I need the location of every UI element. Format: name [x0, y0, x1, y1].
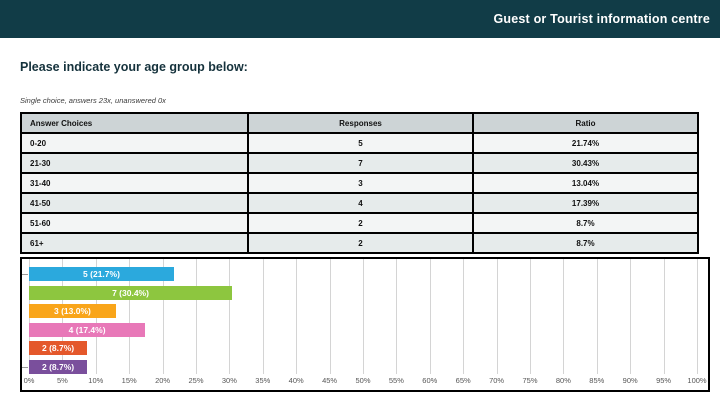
header-title: Guest or Tourist information centre	[493, 12, 710, 26]
gridline	[429, 259, 431, 374]
gridline	[463, 259, 465, 374]
x-axis-tick-label: 0%	[23, 376, 35, 385]
x-axis-tick-label: 70%	[489, 376, 505, 385]
bar-value-label: 5 (21.7%)	[83, 269, 120, 279]
ratio-cell: 30.43%	[472, 152, 699, 174]
bar-value-label: 7 (30.4%)	[112, 287, 149, 298]
gridline	[296, 259, 298, 374]
responses-cell: 7	[247, 152, 474, 174]
x-axis-tick-label: 55%	[388, 376, 404, 385]
bar-31-40: 3 (13.0%)	[29, 304, 116, 319]
bar-value-label: 3 (13.0%)	[53, 306, 91, 317]
question-meta: Single choice, answers 23x, unanswered 0…	[20, 96, 166, 105]
x-axis-tick-label: 65%	[455, 376, 471, 385]
table-row: 0-20 5 21.74%	[20, 132, 699, 154]
bar-41-50: 4 (17.4%)	[29, 322, 146, 337]
bar-chart-plot-area: 0% 5% 10% 15% 20% 25% 30% 35% 40% 45% 50% 55% 60% 65%…	[22, 259, 708, 390]
column-header-answer-choices: Answer Choices	[20, 112, 249, 134]
table-row: 31-40 3 13.04%	[20, 172, 699, 194]
x-axis-tick-label: 75%	[522, 376, 538, 385]
responses-cell: 4	[247, 192, 474, 214]
table-row: 21-30 7 30.43%	[20, 152, 699, 174]
answer-choice-cell: 31-40	[20, 172, 249, 194]
gridline	[129, 259, 131, 374]
gridline	[162, 259, 164, 374]
ratio-cell: 13.04%	[472, 172, 699, 194]
x-axis-tick-label: 85%	[589, 376, 605, 385]
x-axis-tick-label: 95%	[656, 376, 672, 385]
header-bar: Guest or Tourist information centre	[0, 0, 720, 38]
ratio-cell: 17.39%	[472, 192, 699, 214]
x-axis-tick-label: 35%	[255, 376, 271, 385]
responses-cell: 2	[247, 212, 474, 234]
gridline	[196, 259, 197, 374]
x-axis-tick-label: 5%	[56, 376, 68, 385]
answer-choice-cell: 21-30	[20, 152, 249, 174]
gridline	[697, 259, 698, 374]
y-axis-tick	[22, 274, 28, 275]
column-header-ratio: Ratio	[472, 112, 699, 134]
x-axis-tick-label: 40%	[288, 376, 304, 385]
x-axis-tick-label: 15%	[121, 376, 137, 385]
table-row: 41-50 4 17.39%	[20, 192, 699, 214]
bar-51-60: 2 (8.7%)	[29, 341, 88, 356]
x-axis-tick-label: 45%	[322, 376, 338, 385]
x-axis-tick-label: 10%	[88, 376, 104, 385]
column-header-responses: Responses	[247, 112, 474, 134]
bar-chart: 0% 5% 10% 15% 20% 25% 30% 35% 40% 45% 50% 55% 60% 65%…	[20, 257, 710, 392]
responses-cell: 3	[247, 172, 474, 194]
bar-value-label: 2 (8.7%)	[41, 362, 75, 372]
question-title: Please indicate your age group below:	[20, 60, 248, 74]
gridline	[596, 259, 598, 374]
answer-choice-cell: 61+	[20, 232, 249, 254]
y-axis-tick	[22, 367, 28, 368]
gridline	[229, 259, 231, 374]
x-axis-tick-label: 25%	[188, 376, 204, 385]
bar-0-20: 5 (21.7%)	[29, 267, 174, 281]
table-row: 51-60 2 8.7%	[20, 212, 699, 234]
gridline	[563, 259, 565, 374]
bar-61+: 2 (8.7%)	[29, 360, 88, 374]
table-header-row: Answer Choices Responses Ratio	[20, 112, 699, 134]
responses-cell: 2	[247, 232, 474, 254]
gridline	[496, 259, 498, 374]
bar-value-label: 4 (17.4%)	[68, 324, 106, 335]
answer-choice-cell: 0-20	[20, 132, 249, 154]
x-axis-tick-label: 30%	[221, 376, 237, 385]
responses-cell: 5	[247, 132, 474, 154]
answer-choice-cell: 41-50	[20, 192, 249, 214]
x-axis-tick-label: 50%	[355, 376, 371, 385]
gridline	[262, 259, 264, 374]
ratio-cell: 8.7%	[472, 212, 699, 234]
results-table: Answer Choices Responses Ratio 0-20 5 21.7…	[20, 112, 699, 254]
table-row: 61+ 2 8.7%	[20, 232, 699, 254]
x-axis-tick-label: 90%	[622, 376, 638, 385]
bar-value-label: 2 (8.7%)	[41, 343, 75, 354]
answer-choice-cell: 51-60	[20, 212, 249, 234]
ratio-cell: 21.74%	[472, 132, 699, 154]
x-axis-tick-label: 80%	[555, 376, 571, 385]
gridline	[530, 259, 531, 374]
gridline	[329, 259, 331, 374]
x-axis-tick-label: 100%	[687, 376, 707, 385]
bar-21-30: 7 (30.4%)	[29, 285, 233, 300]
gridline	[663, 259, 665, 374]
ratio-cell: 8.7%	[472, 232, 699, 254]
x-axis-tick-label: 20%	[155, 376, 171, 385]
gridline	[396, 259, 398, 374]
gridline	[630, 259, 632, 374]
gridline	[363, 259, 364, 374]
x-axis-tick-label: 60%	[422, 376, 438, 385]
